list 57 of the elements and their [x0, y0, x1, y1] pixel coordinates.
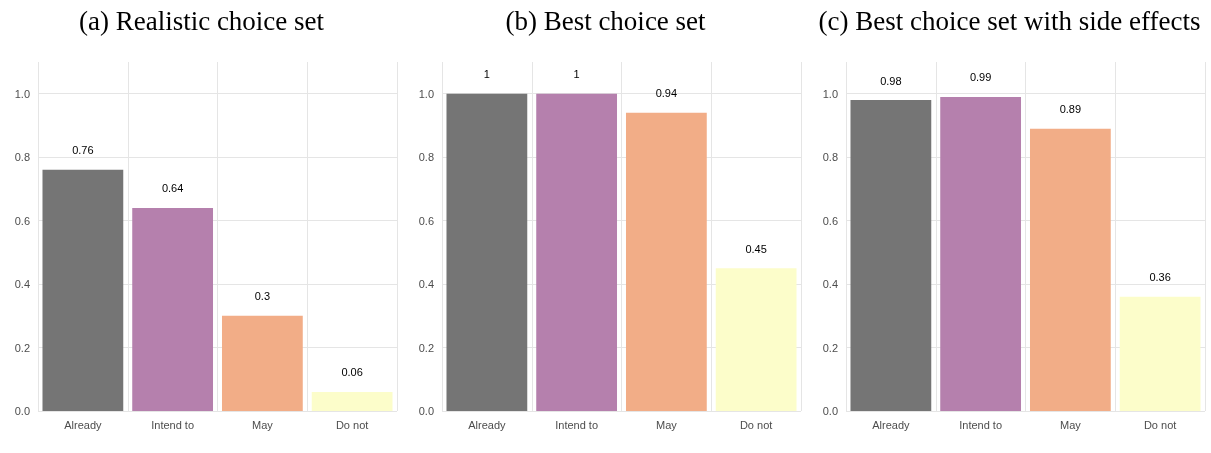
x-tick-label: May	[251, 418, 274, 431]
data-label: 0.98	[880, 74, 902, 87]
data-label: 0.64	[161, 182, 184, 195]
bar	[132, 207, 214, 411]
y-tick-label: 0.6	[418, 214, 434, 227]
y-tick-label: 0.8	[418, 151, 434, 164]
bar	[221, 315, 303, 411]
bar	[940, 96, 1022, 411]
bar	[1119, 296, 1201, 411]
x-tick-label: Already	[468, 418, 507, 431]
bar	[1029, 128, 1111, 411]
chart-title: (a) Realistic choice set	[78, 5, 325, 36]
y-tick-label: 1.0	[14, 87, 30, 100]
data-label: 0.94	[655, 87, 678, 100]
x-tick-label: Intend to	[959, 418, 1003, 431]
y-tick-label: 0.2	[418, 341, 434, 354]
bar	[311, 391, 393, 411]
data-label: 1	[573, 68, 580, 81]
y-tick-label: 1.0	[822, 87, 838, 100]
bar	[42, 169, 124, 411]
y-tick-label: 0.0	[822, 405, 838, 417]
bar	[850, 100, 932, 411]
x-tick-label: Already	[872, 418, 911, 431]
bar	[536, 93, 618, 411]
data-label: 1	[483, 68, 490, 81]
x-tick-label: Already	[64, 418, 103, 431]
y-tick-label: 0.4	[418, 278, 434, 291]
y-tick-label: 0.4	[822, 278, 838, 291]
x-tick-label: Do not	[335, 418, 369, 431]
data-label: 0.06	[341, 366, 363, 379]
x-tick-label: May	[1059, 418, 1082, 431]
bar	[715, 268, 797, 411]
x-tick-label: Do not	[739, 418, 773, 431]
data-label: 0.36	[1149, 271, 1171, 284]
y-tick-label: 0.4	[14, 278, 30, 291]
x-tick-label: May	[655, 418, 678, 431]
x-tick-label: Do not	[1143, 418, 1177, 431]
y-tick-label: 0.2	[14, 341, 30, 354]
y-tick-label: 1.0	[418, 87, 434, 100]
y-tick-label: 0.2	[822, 341, 838, 354]
y-tick-label: 0.0	[418, 405, 434, 417]
y-tick-label: 0.8	[14, 151, 30, 164]
data-label: 0.99	[969, 71, 992, 84]
data-label: 0.45	[745, 242, 767, 255]
data-label: 0.3	[254, 290, 271, 303]
y-tick-label: 0.0	[14, 405, 30, 417]
y-tick-label: 0.8	[822, 151, 838, 164]
y-tick-label: 0.6	[822, 214, 838, 227]
x-tick-label: Intend to	[151, 418, 195, 431]
bar	[625, 112, 707, 411]
chart-title: (b) Best choice set	[505, 5, 707, 36]
data-label: 0.76	[72, 144, 94, 157]
chart-title: (c) Best choice set with side effects	[818, 5, 1201, 36]
x-tick-label: Intend to	[555, 418, 599, 431]
y-tick-label: 0.6	[14, 214, 30, 227]
data-label: 0.89	[1059, 103, 1082, 116]
bar	[446, 93, 528, 411]
